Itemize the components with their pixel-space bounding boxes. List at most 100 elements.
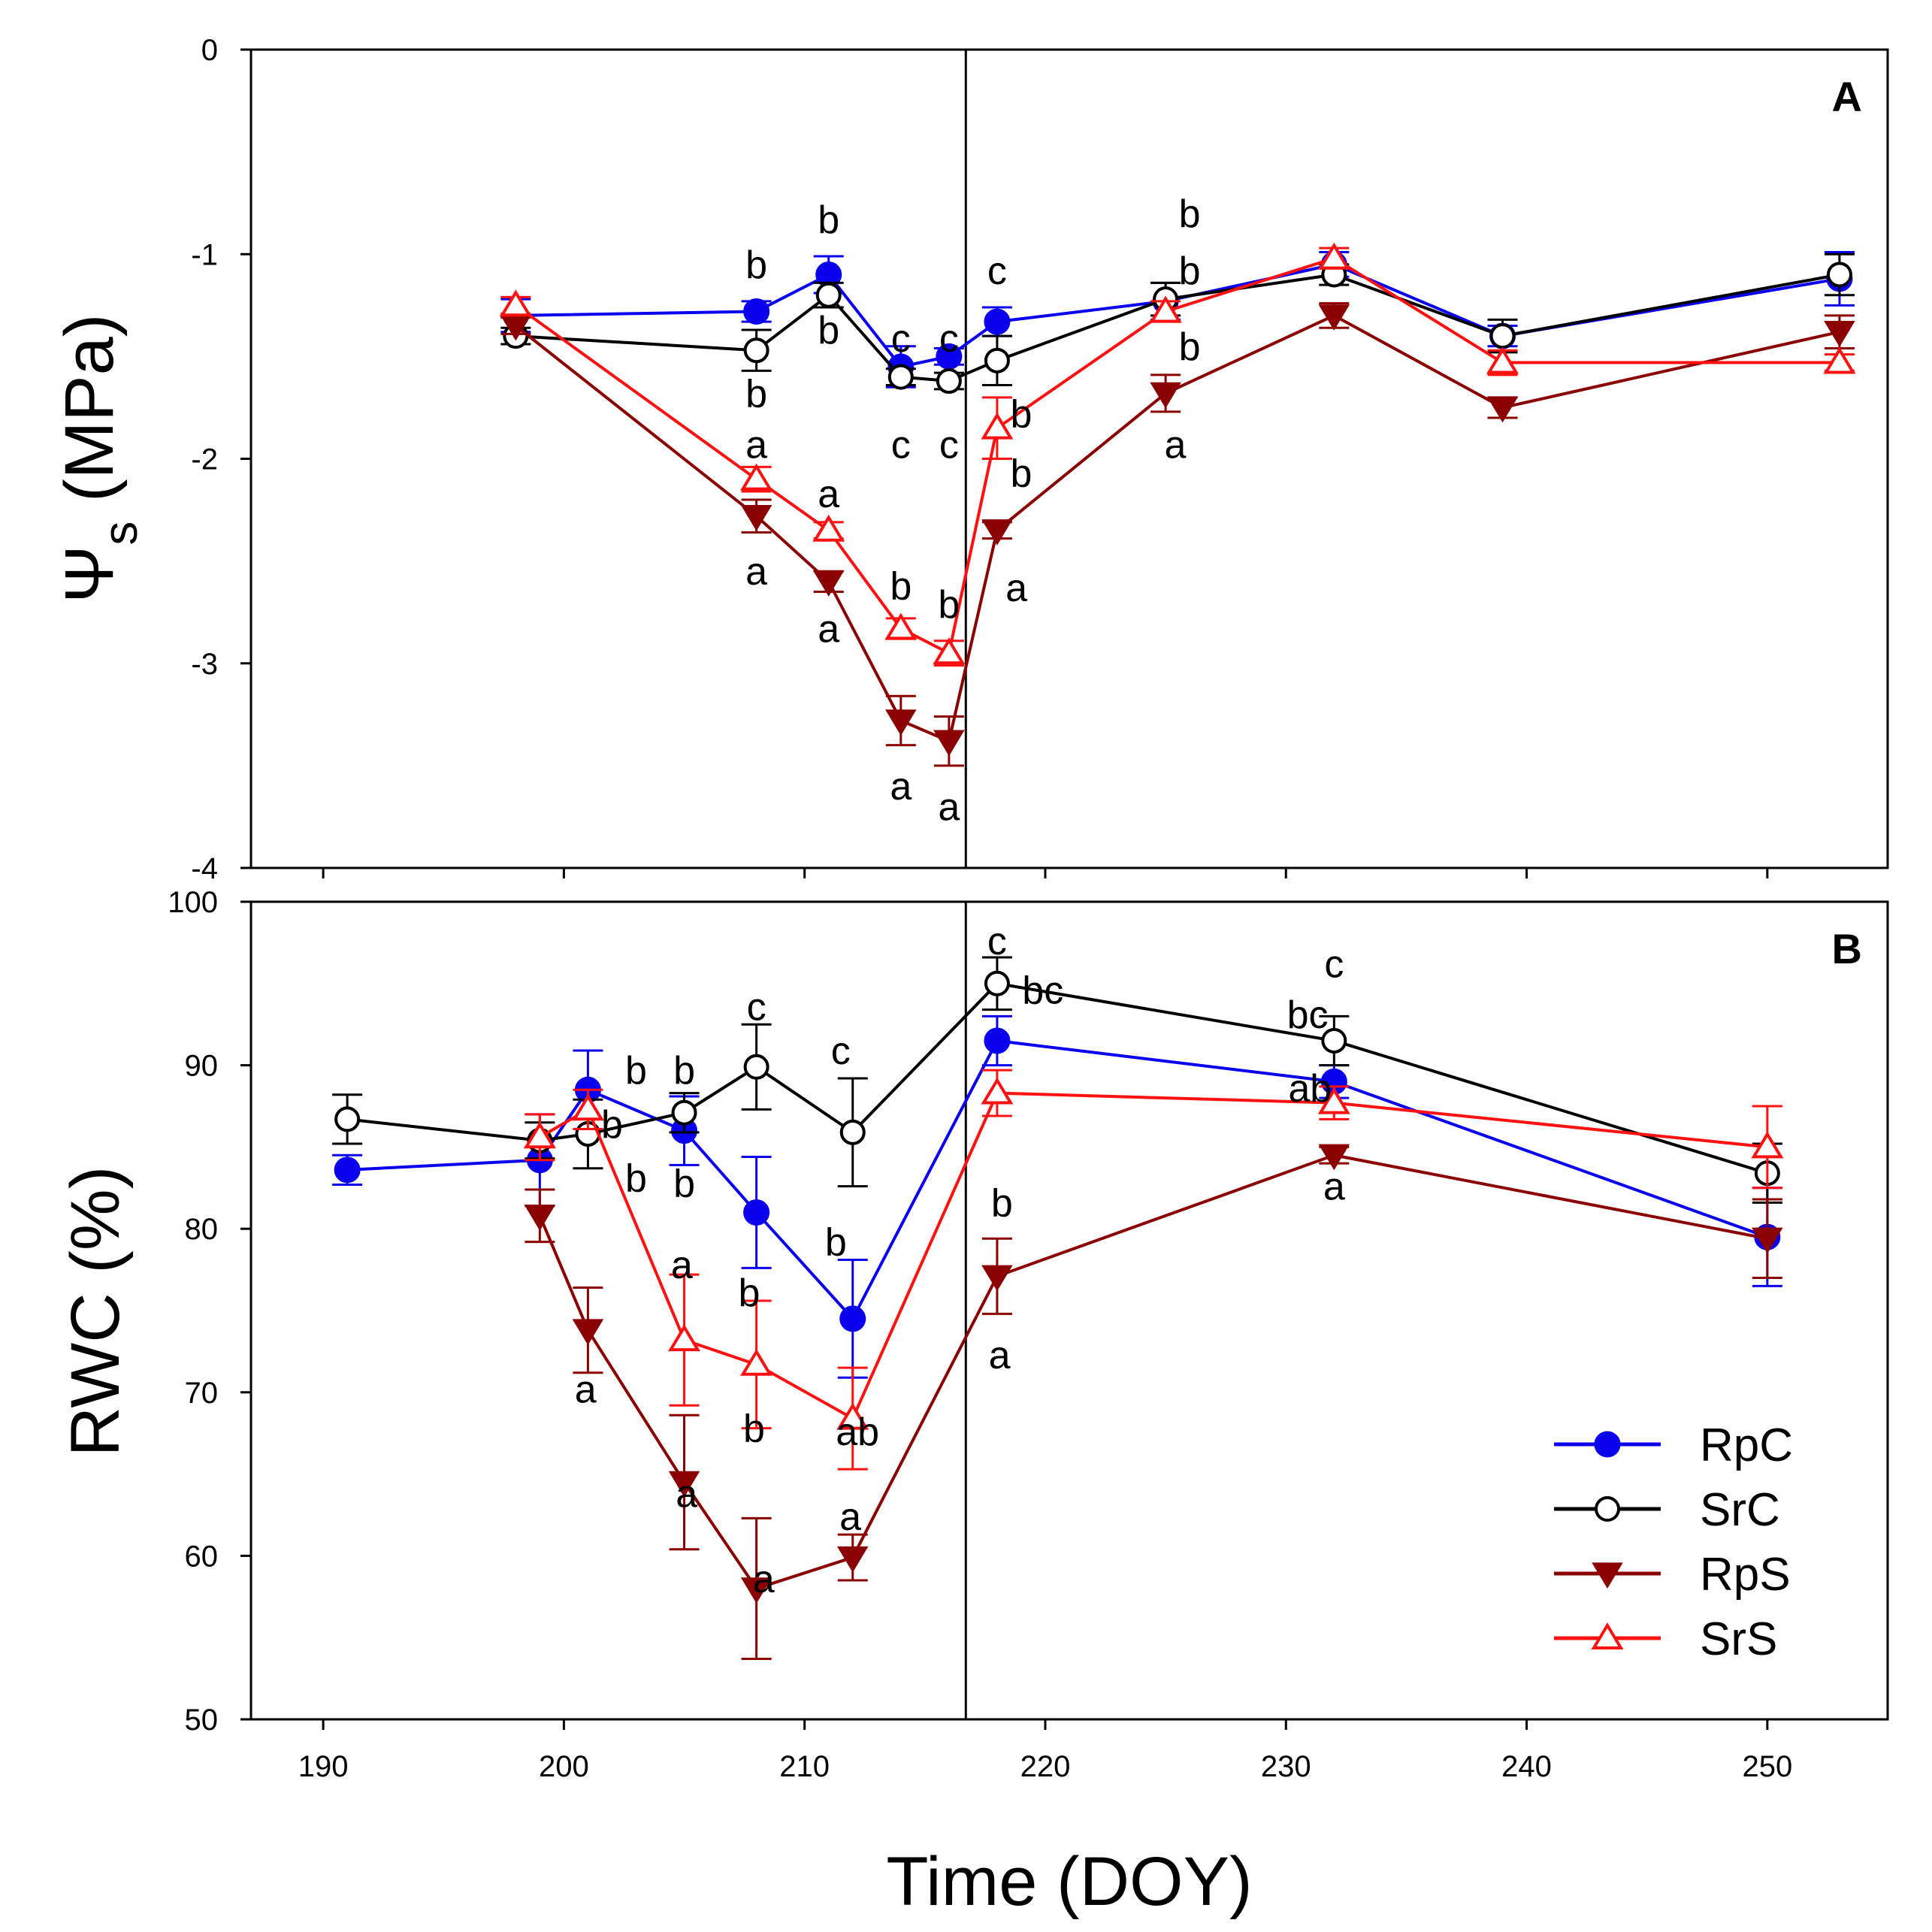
data-point [887,364,914,390]
data-point [743,1199,770,1226]
panel-letter: B [1832,925,1862,972]
series-SrS [499,242,1856,667]
data-point [839,1119,866,1145]
data-point [933,730,965,757]
legend-marker [1595,1496,1620,1522]
data-point [499,289,532,317]
data-point [740,1577,772,1604]
data-point [1318,1144,1350,1171]
legend-label: SrC [1700,1484,1780,1536]
significance-label: a [676,1473,697,1516]
significance-label: c [987,249,1007,293]
legend-label: RpC [1700,1420,1793,1471]
y-tick-label: -4 [191,852,218,885]
y-tick-label: 0 [201,34,218,67]
data-point [981,519,1013,546]
significance-label: c [891,317,911,361]
data-point [1321,1027,1347,1054]
series-line [516,273,1840,383]
data-point [1489,323,1516,349]
data-point [839,1305,866,1332]
shared-layer: Ψs (MPa) RWC (%) Time (DOY) RpC SrC RpS SrS [51,314,1793,1920]
significance-label: a [989,1334,1011,1377]
significance-label: b [1179,192,1201,236]
y-axis-label-a-unit: (MPa) [51,314,128,522]
significance-label: b [1010,393,1032,437]
significance-label: b [673,1049,695,1093]
data-point [984,308,1011,335]
data-point [1317,1087,1350,1114]
significance-label: a [745,423,767,467]
significance-label: c [891,423,911,467]
significance-label: b [818,309,839,352]
data-point [815,282,842,308]
x-axis-label: Time (DOY) [886,1843,1252,1920]
significance-label: a [1005,567,1027,610]
plot-frame [249,900,1889,1721]
data-point [836,1402,869,1430]
data-point [671,1099,697,1126]
data-point [884,612,918,640]
data-point [1318,304,1350,331]
data-point [1486,396,1519,423]
significance-label: a [818,473,839,516]
significance-label: b [601,1103,623,1147]
data-point [1486,346,1519,374]
y-axis-label-b: RWC (%) [57,1166,134,1457]
significance-label: bc [1287,993,1329,1037]
data-point [571,1093,604,1121]
significance-label: c [939,317,959,361]
data-point [812,570,845,597]
data-point [981,1265,1013,1292]
data-point [981,412,1014,440]
data-point [812,514,845,542]
y-tick-label: 90 [185,1050,219,1083]
significance-label: c [1324,943,1344,987]
series-line [538,1153,1768,1591]
y-tick-label: -2 [191,443,218,476]
significance-label: bc [1022,969,1063,1013]
series-RpS [524,1144,1783,1660]
significance-label: b [745,372,767,416]
significance-label: a [745,550,767,594]
data-point [1149,295,1182,323]
data-point [981,1077,1014,1105]
significance-label: b [625,1049,647,1093]
y-axis-label-a-symbol: Ψ [51,546,128,603]
data-point [984,970,1010,996]
y-tick-label: 60 [185,1540,219,1573]
significance-label: b [1010,452,1032,496]
significance-label: a [671,1244,693,1287]
data-point [334,1156,361,1184]
series-line [539,1091,1768,1421]
significance-label: a [938,785,960,829]
legend-item-SrC: SrC [1554,1484,1780,1536]
data-point [743,337,769,364]
data-point [984,347,1010,373]
y-tick-label: -3 [191,648,218,681]
data-point [334,1106,361,1132]
data-point [668,1471,700,1498]
data-point [984,1027,1011,1054]
series-line [515,313,1840,743]
y-tick-label: 50 [185,1704,219,1737]
significance-label: a [890,765,912,809]
x-tick-label: 220 [1020,1750,1071,1783]
legend-item-SrS: SrS [1554,1613,1777,1665]
legend-marker [1592,1562,1623,1589]
y-tick-label: 80 [185,1213,219,1246]
significance-label: c [747,985,766,1029]
significance-label: b [1179,325,1201,369]
x-tick-label: 230 [1261,1750,1311,1783]
significance-label: c [987,920,1007,963]
data-point [933,637,966,665]
series-line [515,256,1840,656]
x-tick-label: 210 [779,1750,830,1783]
significance-label: a [839,1495,861,1539]
y-axis-label-a-subscript: s [93,522,147,546]
significance-label: b [818,198,839,242]
x-tick-label: 240 [1501,1750,1552,1783]
significance-label: b [890,564,912,608]
data-point [936,368,962,395]
